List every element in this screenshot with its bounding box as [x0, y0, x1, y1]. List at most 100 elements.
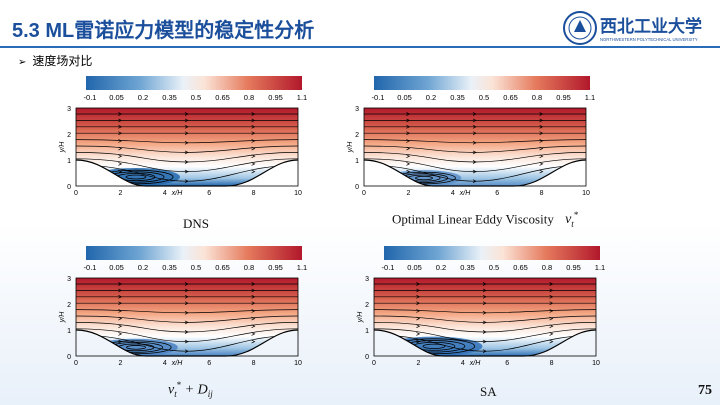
- colorbar: [86, 76, 302, 90]
- recirculation-bubble: [385, 336, 483, 356]
- colorbar: [86, 246, 302, 260]
- colorbar-tick-label: 0.65: [503, 93, 518, 102]
- streamline-arrow-icon: [539, 169, 544, 174]
- colorbar-tick-label: -0.1: [372, 93, 385, 102]
- streamline-arrow-icon: [118, 139, 123, 143]
- streamline-arrow-icon: [118, 112, 123, 116]
- y-axis-label: y/H: [347, 141, 354, 153]
- streamline-arrow-icon: [539, 162, 544, 166]
- streamline-arrow-icon: [118, 124, 123, 129]
- x-tick-label: 4: [163, 190, 167, 197]
- streamline-arrow-icon: [184, 301, 189, 306]
- streamline-arrow-icon: [118, 146, 123, 151]
- streamline-arrow-icon: [251, 339, 256, 344]
- streamline-arrow-icon: [416, 282, 421, 286]
- streamline-arrow-icon: [251, 131, 256, 136]
- colorbar-tick-label: 0.5: [489, 263, 499, 272]
- colorbar-tick-label: 0.95: [268, 263, 283, 272]
- y-axis-label: y/H: [357, 311, 364, 323]
- flow-field-plot: -0.1 0.05 0.2 0.35 0.5 0.65 0.8 0.95 1.1 0 1 2 3 0 2 4 6…: [59, 76, 307, 197]
- x-tick-label: 0: [74, 360, 78, 367]
- streamline-arrow-icon: [549, 339, 554, 344]
- streamline-arrow-icon: [184, 124, 189, 129]
- streamline-arrow-icon: [184, 294, 189, 299]
- colorbar-tick-label: 0.8: [244, 93, 254, 102]
- colorbar-tick-label: 0.95: [566, 263, 581, 272]
- colorbar: [384, 246, 600, 260]
- y-tick-label: 0: [365, 354, 369, 361]
- streamline-arrow-icon: [251, 169, 256, 174]
- streamline: [364, 158, 586, 172]
- streamline: [364, 152, 586, 163]
- y-tick-label: 3: [355, 106, 359, 113]
- x-tick-label: 10: [294, 360, 302, 367]
- streamline-arrow-icon: [184, 160, 189, 164]
- caption-nu-sub: t: [571, 218, 574, 229]
- x-axis-label: x/H: [469, 360, 481, 367]
- x-tick-label: 2: [118, 360, 122, 367]
- x-tick-label: 2: [406, 190, 410, 197]
- streamline-arrow-icon: [539, 154, 544, 159]
- bullet-arrow-icon: ➢: [18, 57, 27, 68]
- streamline-arrow-icon: [549, 324, 554, 329]
- streamline: [76, 139, 298, 144]
- streamline-arrow-icon: [184, 140, 189, 145]
- streamline-arrow-icon: [118, 332, 123, 336]
- colorbar-tick-label: 1.1: [297, 263, 307, 272]
- streamline-arrow-icon: [416, 339, 421, 344]
- flow-field-plot: -0.1 0.05 0.2 0.35 0.5 0.65 0.8 0.95 1.1 0 1 2 3 0 2 4 6…: [59, 246, 307, 367]
- recirculation-bubble: [94, 338, 178, 356]
- y-tick-label: 2: [67, 302, 71, 309]
- streamline: [364, 139, 586, 144]
- streamline-arrow-icon: [482, 294, 487, 299]
- streamline-arrow-icon: [118, 294, 123, 299]
- colorbar-tick-label: 0.5: [191, 93, 201, 102]
- panel-optimal-linear: -0.1 0.05 0.2 0.35 0.5 0.65 0.8 0.95 1.1 0 1 2 3 0 2 4 6…: [346, 74, 616, 200]
- streamline-arrow-icon: [539, 118, 544, 123]
- x-tick-label: 0: [362, 190, 366, 197]
- x-tick-label: 6: [207, 190, 211, 197]
- streamline-arrow-icon: [118, 288, 123, 293]
- streamline-arrow-icon: [251, 288, 256, 293]
- streamline-arrow-icon: [416, 332, 421, 336]
- x-tick-label: 4: [461, 360, 465, 367]
- streamline-arrow-icon: [549, 282, 554, 286]
- streamline-arrow-icon: [406, 139, 411, 143]
- streamline: [76, 328, 298, 342]
- streamline-arrow-icon: [184, 288, 189, 293]
- y-tick-label: 1: [67, 328, 71, 335]
- plot-frame: [373, 277, 597, 357]
- streamline-arrow-icon: [482, 349, 487, 354]
- streamline-arrow-icon: [251, 112, 256, 116]
- streamline-arrow-icon: [482, 310, 487, 315]
- title-divider: [0, 46, 720, 48]
- colorbar-tick-label: 0.65: [215, 263, 230, 272]
- streamline-arrow-icon: [482, 288, 487, 293]
- y-tick-label: 2: [355, 132, 359, 139]
- colorbar-tick-label: 0.95: [556, 93, 571, 102]
- streamline-arrow-icon: [472, 118, 477, 123]
- streamline-arrow-icon: [251, 332, 256, 336]
- streamline-arrow-icon: [118, 118, 123, 123]
- colorbar-tick-label: 0.05: [109, 93, 124, 102]
- colorbar-tick-label: 0.65: [215, 93, 230, 102]
- colorbar-tick-label: 0.35: [162, 93, 177, 102]
- bubble-streamline: [125, 174, 147, 180]
- x-tick-label: 6: [207, 360, 211, 367]
- colorbar-tick-label: 0.05: [407, 263, 422, 272]
- caption-dns: DNS: [183, 216, 210, 231]
- streamline-arrow-icon: [472, 160, 477, 164]
- streamline-arrow-icon: [118, 324, 123, 329]
- streamline: [76, 164, 298, 182]
- bubble-streamline: [422, 343, 446, 349]
- colorbar-tick-label: 0.5: [191, 263, 201, 272]
- streamline-arrow-icon: [539, 131, 544, 136]
- page-number: 75: [698, 383, 712, 398]
- streamline-arrow-icon: [482, 282, 487, 286]
- streamline-arrow-icon: [416, 294, 421, 299]
- bullet-velocity: ➢ 速度场对比: [18, 52, 92, 69]
- caption-optimal-linear: Optimal Linear Eddy Viscosity νt*: [392, 210, 578, 229]
- caption-dij-nu-sup: *: [176, 380, 182, 390]
- streamline-arrow-icon: [549, 309, 554, 313]
- colorbar-tick-label: 0.8: [244, 263, 254, 272]
